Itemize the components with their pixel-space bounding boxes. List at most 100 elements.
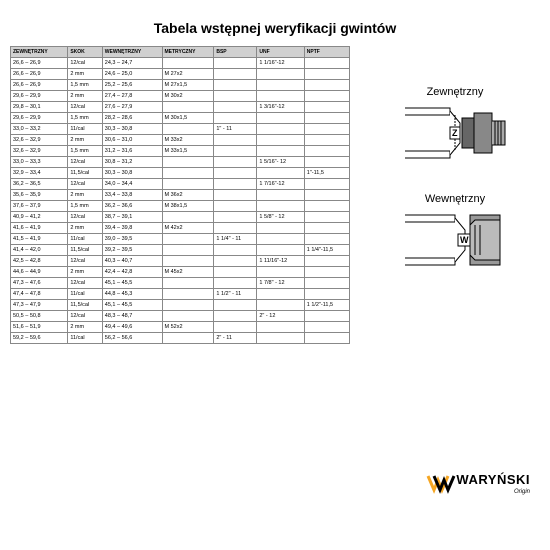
table-cell (304, 322, 349, 333)
table-cell: 36,2 – 36,5 (11, 179, 68, 190)
column-header: ZEWNĘTRZNY (11, 47, 68, 58)
column-header: SKOK (68, 47, 102, 58)
table-cell: 1 1/16"-12 (257, 58, 304, 69)
table-cell (304, 113, 349, 124)
table-cell: 51,6 – 51,9 (11, 322, 68, 333)
table-cell: 29,8 – 30,1 (11, 102, 68, 113)
table-cell: 2" - 12 (257, 311, 304, 322)
logo-text: WARYŃSKI (456, 472, 530, 487)
table-cell (162, 168, 214, 179)
table-cell: M 36x2 (162, 190, 214, 201)
table-cell: 11,5/cal (68, 245, 102, 256)
table-row: 33,0 – 33,211/cal30,3 – 30,81" - 11 (11, 124, 350, 135)
table-cell: 41,6 – 41,9 (11, 223, 68, 234)
table-cell: M 38x1,5 (162, 201, 214, 212)
table-row: 32,9 – 33,411,5/cal30,3 – 30,81"-11,5 (11, 168, 350, 179)
table-cell: 2 mm (68, 69, 102, 80)
table-cell: 1 1/4"-11,5 (304, 245, 349, 256)
table-cell (304, 311, 349, 322)
table-cell: 1 1/2" - 11 (214, 289, 257, 300)
table-cell: 1"-11,5 (304, 168, 349, 179)
table-cell: 40,3 – 40,7 (102, 256, 162, 267)
table-cell: 48,3 – 48,7 (102, 311, 162, 322)
table-cell: 1 5/8" - 12 (257, 212, 304, 223)
table-cell (304, 256, 349, 267)
table-row: 47,3 – 47,612/cal45,1 – 45,5 1 7/8" - 12 (11, 278, 350, 289)
table-cell (162, 311, 214, 322)
table-cell (214, 113, 257, 124)
table-cell (304, 179, 349, 190)
table-cell: 41,4 – 42,0 (11, 245, 68, 256)
table-cell: 12/cal (68, 278, 102, 289)
table-cell (257, 124, 304, 135)
table-cell (257, 91, 304, 102)
table-cell: 1,5 mm (68, 146, 102, 157)
table-row: 42,5 – 42,812/cal40,3 – 40,71 11/16"-12 (11, 256, 350, 267)
table-cell (214, 146, 257, 157)
table-cell (304, 190, 349, 201)
table-row: 41,4 – 42,011,5/cal39,2 – 39,51 1/4"-11,… (11, 245, 350, 256)
internal-diagram: W (370, 210, 540, 270)
table-cell: 47,3 – 47,6 (11, 278, 68, 289)
table-cell: 26,6 – 26,9 (11, 58, 68, 69)
table-row: 47,4 – 47,811/cal44,8 – 45,31 1/2" - 11 (11, 289, 350, 300)
w-marker: W (460, 235, 469, 245)
table-cell: 2 mm (68, 223, 102, 234)
column-header: UNF (257, 47, 304, 58)
table-cell (162, 179, 214, 190)
table-cell: 1,5 mm (68, 201, 102, 212)
table-cell (214, 278, 257, 289)
table-cell: 39,0 – 39,5 (102, 234, 162, 245)
table-cell (304, 135, 349, 146)
table-cell (214, 58, 257, 69)
table-cell: 27,4 – 27,8 (102, 91, 162, 102)
table-cell: 44,8 – 45,3 (102, 289, 162, 300)
table-cell: 29,6 – 29,9 (11, 91, 68, 102)
table-cell: M 27x2 (162, 69, 214, 80)
column-header: WEWNĘTRZNY (102, 47, 162, 58)
table-cell (257, 168, 304, 179)
table-cell (304, 58, 349, 69)
table-cell: 12/cal (68, 212, 102, 223)
logo-sub: Origin (456, 489, 530, 495)
table-cell (257, 267, 304, 278)
table-row: 33,0 – 33,312/cal30,8 – 31,21 5/16"- 12 (11, 157, 350, 168)
table-cell (214, 91, 257, 102)
table-cell: 34,0 – 34,4 (102, 179, 162, 190)
table-cell: 49,4 – 49,6 (102, 322, 162, 333)
table-cell: 36,2 – 36,6 (102, 201, 162, 212)
table-cell (257, 234, 304, 245)
table-cell (214, 300, 257, 311)
table-cell: 1 1/4" - 11 (214, 234, 257, 245)
table-cell (304, 212, 349, 223)
table-cell: 45,1 – 45,5 (102, 278, 162, 289)
table-cell (214, 168, 257, 179)
table-cell (304, 234, 349, 245)
table-cell: 1 7/16"-12 (257, 179, 304, 190)
table-cell: M 30x2 (162, 91, 214, 102)
table-row: 26,6 – 26,912/cal24,3 – 24,71 1/16"-12 (11, 58, 350, 69)
table-cell: 1 7/8" - 12 (257, 278, 304, 289)
table-cell (257, 80, 304, 91)
table-cell: 33,4 – 33,8 (102, 190, 162, 201)
table-row: 40,9 – 41,212/cal38,7 – 39,11 5/8" - 12 (11, 212, 350, 223)
table-cell: 25,2 – 25,6 (102, 80, 162, 91)
table-cell: 1 3/16"-12 (257, 102, 304, 113)
table-cell (162, 245, 214, 256)
table-cell: 44,6 – 44,9 (11, 267, 68, 278)
table-cell: M 52x2 (162, 322, 214, 333)
table-cell (162, 278, 214, 289)
table-cell (304, 201, 349, 212)
table-cell: 11/cal (68, 124, 102, 135)
table-cell (304, 124, 349, 135)
table-cell: 45,1 – 45,5 (102, 300, 162, 311)
external-label: Zewnętrzny (370, 86, 540, 98)
table-cell: 30,8 – 31,2 (102, 157, 162, 168)
table-cell: 59,2 – 59,6 (11, 333, 68, 344)
table-cell (162, 212, 214, 223)
table-cell (162, 157, 214, 168)
table-cell: 47,3 – 47,9 (11, 300, 68, 311)
table-cell (162, 124, 214, 135)
column-header: NPTF (304, 47, 349, 58)
table-cell: 35,6 – 35,9 (11, 190, 68, 201)
